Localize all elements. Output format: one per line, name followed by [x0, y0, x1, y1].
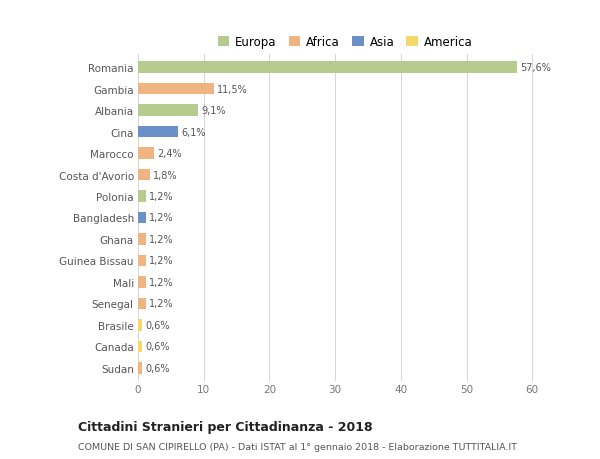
Text: 1,2%: 1,2%: [149, 277, 174, 287]
Bar: [138, 341, 142, 353]
Text: 1,2%: 1,2%: [149, 235, 174, 245]
Text: 2,4%: 2,4%: [157, 149, 182, 159]
Text: 1,2%: 1,2%: [149, 256, 174, 266]
Text: 57,6%: 57,6%: [520, 63, 551, 73]
Bar: [138, 169, 150, 181]
Text: 1,2%: 1,2%: [149, 299, 174, 309]
Bar: [138, 255, 146, 267]
Bar: [138, 298, 146, 310]
Text: 6,1%: 6,1%: [181, 127, 206, 137]
Text: Cittadini Stranieri per Cittadinanza - 2018: Cittadini Stranieri per Cittadinanza - 2…: [78, 420, 373, 433]
Bar: [138, 234, 146, 246]
Text: 0,6%: 0,6%: [145, 363, 170, 373]
Bar: [138, 190, 146, 202]
Text: 0,6%: 0,6%: [145, 320, 170, 330]
Text: 11,5%: 11,5%: [217, 84, 248, 95]
Bar: [138, 319, 142, 331]
Bar: [138, 105, 198, 117]
Bar: [138, 212, 146, 224]
Text: 1,2%: 1,2%: [149, 191, 174, 202]
Bar: [138, 362, 142, 374]
Bar: [138, 62, 517, 74]
Legend: Europa, Africa, Asia, America: Europa, Africa, Asia, America: [213, 32, 477, 54]
Text: 1,8%: 1,8%: [153, 170, 178, 180]
Bar: [138, 148, 154, 160]
Text: 0,6%: 0,6%: [145, 341, 170, 352]
Bar: [138, 126, 178, 138]
Text: 9,1%: 9,1%: [201, 106, 226, 116]
Text: COMUNE DI SAN CIPIRELLO (PA) - Dati ISTAT al 1° gennaio 2018 - Elaborazione TUTT: COMUNE DI SAN CIPIRELLO (PA) - Dati ISTA…: [78, 442, 517, 451]
Bar: [138, 84, 214, 95]
Bar: [138, 276, 146, 288]
Text: 1,2%: 1,2%: [149, 213, 174, 223]
